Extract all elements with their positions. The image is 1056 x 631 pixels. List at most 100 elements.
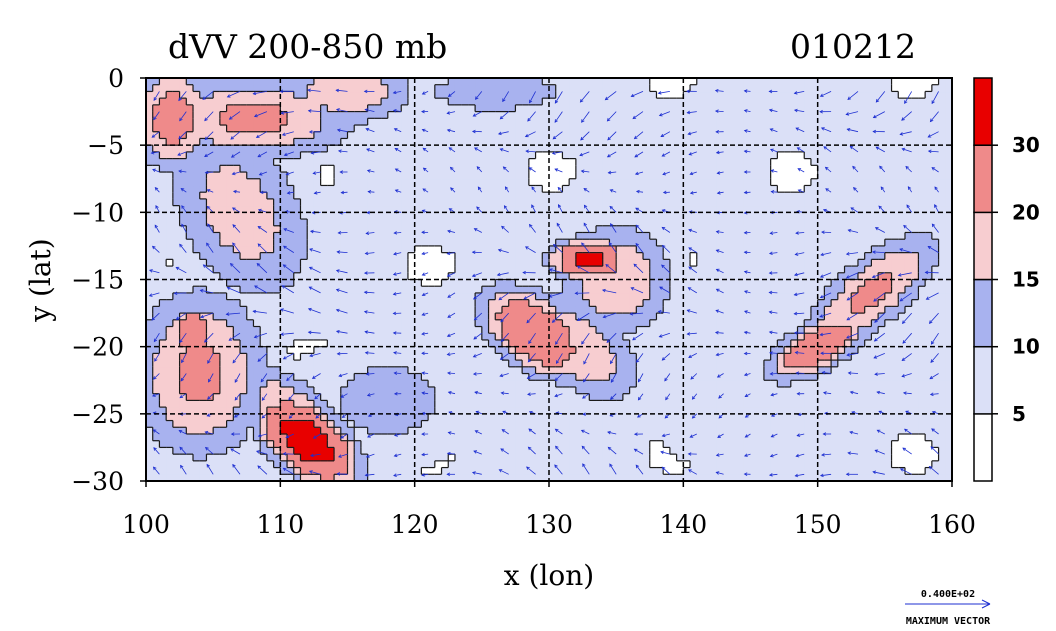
field-cell (327, 111, 335, 119)
field-cell (354, 420, 362, 428)
field-cell (428, 326, 436, 334)
field-cell (313, 346, 322, 354)
field-cell (273, 326, 281, 334)
field-cell (172, 306, 181, 314)
field-cell (515, 306, 523, 314)
field-cell (535, 313, 543, 321)
field-cell (240, 353, 248, 361)
field-cell (340, 272, 349, 281)
field-cell (669, 145, 678, 153)
field-cell (535, 440, 543, 449)
field-cell (669, 178, 678, 187)
field-cell (374, 440, 382, 449)
field-cell (649, 178, 658, 187)
field-cell (602, 145, 611, 153)
field-cell (280, 420, 288, 428)
field-cell (166, 219, 174, 227)
field-cell (172, 185, 181, 193)
field-cell (300, 138, 308, 146)
field-cell (663, 313, 671, 321)
field-cell (307, 407, 315, 415)
field-cell (334, 313, 342, 321)
field-cell (696, 393, 705, 401)
field-cell (562, 259, 570, 267)
field-cell (622, 232, 631, 240)
field-cell (428, 272, 436, 281)
field-cell (159, 400, 167, 408)
field-cell (226, 138, 234, 146)
field-cell (495, 319, 503, 328)
field-cell (508, 138, 517, 146)
field-cell (481, 306, 490, 314)
field-cell (199, 192, 208, 200)
field-cell (193, 125, 201, 133)
field-cell (575, 245, 584, 254)
field-cell (334, 400, 342, 408)
field-cell (334, 212, 342, 220)
field-cell (508, 413, 517, 422)
field-cell (387, 178, 396, 187)
field-cell (696, 333, 705, 341)
field-cell (280, 178, 288, 187)
field-cell (629, 205, 637, 213)
field-cell (434, 319, 443, 328)
field-cell (461, 219, 469, 227)
field-cell (649, 339, 658, 348)
field-cell (629, 467, 637, 475)
field-cell (414, 219, 422, 227)
field-cell (193, 212, 201, 220)
field-cell (508, 333, 517, 341)
field-cell (347, 205, 355, 213)
field-cell (549, 192, 557, 200)
field-cell (152, 118, 161, 126)
field-cell (421, 413, 429, 422)
field-cell (381, 272, 389, 281)
field-cell (354, 225, 362, 234)
field-cell (535, 118, 543, 126)
field-cell (495, 333, 503, 341)
field-cell (488, 393, 496, 401)
field-cell (609, 198, 617, 207)
field-cell (407, 259, 416, 267)
field-cell (515, 467, 523, 475)
field-cell (575, 266, 584, 274)
field-cell (575, 413, 584, 422)
field-cell (213, 299, 221, 307)
field-cell (448, 360, 456, 368)
field-cell (468, 131, 476, 140)
field-cell (569, 454, 577, 462)
field-cell (656, 373, 664, 381)
field-cell (549, 172, 557, 180)
field-cell (441, 400, 449, 408)
field-cell (448, 78, 456, 86)
field-cell (663, 98, 671, 106)
field-cell (159, 91, 167, 99)
field-cell (454, 212, 463, 220)
field-cell (293, 212, 302, 220)
field-cell (360, 339, 369, 348)
field-cell (219, 272, 228, 281)
field-cell (421, 125, 429, 133)
field-cell (381, 346, 389, 354)
field-cell (407, 474, 416, 481)
field-cell (387, 393, 396, 401)
field-cell (334, 84, 342, 93)
field-cell (199, 165, 208, 173)
field-cell (320, 333, 328, 341)
field-cell (703, 413, 711, 422)
field-cell (676, 98, 684, 106)
field-cell (414, 413, 422, 422)
field-cell (589, 360, 597, 368)
field-cell (354, 91, 362, 99)
field-cell (421, 78, 429, 86)
field-cell (582, 474, 590, 481)
field-cell (260, 78, 268, 86)
field-cell (622, 219, 631, 227)
field-cell (193, 98, 201, 106)
field-cell (528, 373, 537, 381)
field-cell (643, 245, 651, 254)
field-cell (676, 386, 684, 395)
field-cell (374, 219, 382, 227)
field-cell (313, 212, 322, 220)
field-cell (307, 360, 315, 368)
